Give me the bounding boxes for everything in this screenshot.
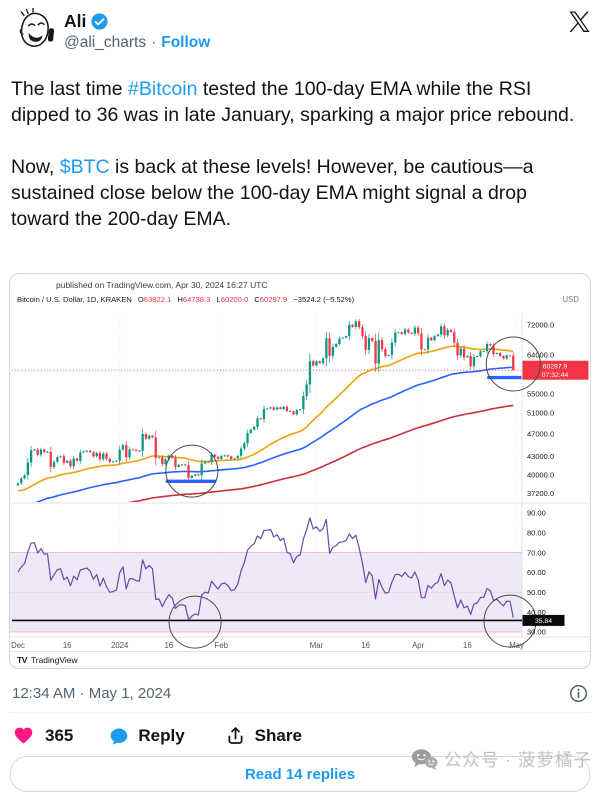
- tweet-text-segment: The last time: [11, 78, 129, 100]
- tradingview-attribution[interactable]: TV TradingView: [10, 651, 590, 668]
- ema-line: [127, 404, 514, 502]
- svg-text:80.00: 80.00: [527, 528, 546, 537]
- svg-text:Mar: Mar: [310, 641, 324, 650]
- tweet-text: The last time #Bitcoin tested the 100-da…: [11, 76, 590, 258]
- svg-text:40000.0: 40000.0: [527, 470, 554, 479]
- tradingview-label: TradingView: [30, 655, 78, 665]
- highlight-circle: [165, 444, 219, 498]
- svg-text:37200.0: 37200.0: [527, 489, 554, 498]
- highlight-circle: [485, 336, 541, 392]
- x-logo-icon[interactable]: [568, 10, 591, 33]
- footer-divider: [10, 712, 590, 713]
- high-label: H: [177, 295, 183, 304]
- handle-separator: ·: [151, 34, 157, 51]
- watermark: 公众号 · 菠萝橘子: [411, 747, 592, 772]
- watermark-text: 公众号 · 菠萝橘子: [443, 750, 592, 770]
- low-label: L: [216, 295, 221, 304]
- svg-text:Dec: Dec: [11, 641, 25, 650]
- svg-text:55000.0: 55000.0: [527, 389, 554, 398]
- avatar[interactable]: [10, 8, 56, 54]
- published-caption: published on TradingView.com, Apr 30, 20…: [56, 280, 268, 290]
- svg-text:43000.0: 43000.0: [527, 452, 554, 461]
- change-value: −3524.2 (−5.52%): [293, 295, 355, 304]
- svg-text:60297.9: 60297.9: [543, 364, 568, 371]
- reply-button[interactable]: Reply: [138, 725, 185, 745]
- svg-text:2024: 2024: [111, 641, 129, 650]
- svg-text:51000.0: 51000.0: [527, 409, 554, 418]
- svg-text:30.00: 30.00: [527, 628, 546, 637]
- share-button[interactable]: Share: [254, 725, 302, 745]
- close-label: C: [254, 295, 260, 304]
- tweet-text-segment: tested the 100-day EMA while the RSI dip…: [11, 78, 575, 126]
- low-value: 60200.0: [220, 295, 249, 304]
- info-icon[interactable]: [569, 684, 588, 703]
- display-name[interactable]: Ali: [64, 11, 87, 31]
- svg-text:35.84: 35.84: [535, 618, 552, 625]
- highlight-circle: [168, 595, 222, 649]
- svg-text:40.00: 40.00: [527, 608, 546, 617]
- verified-badge-icon: [91, 13, 108, 30]
- btc-usd-candlestick-rsi-chart: 72000.0 64000.0 55000.0 51000.0 47000.0 43000…: [10, 313, 590, 650]
- svg-text:60.00: 60.00: [527, 568, 546, 577]
- chart-legend: Bitcoin / U.S. Dollar, 1D, KRAKEN O63822…: [17, 295, 354, 304]
- tweet-text-segment: is back at these levels! However, be cau…: [11, 156, 534, 230]
- ema-line: [35, 366, 514, 502]
- follow-button[interactable]: Follow: [161, 34, 211, 51]
- user-handle[interactable]: @ali_charts: [64, 34, 147, 51]
- candles-layer: [16, 319, 515, 487]
- svg-text:Feb: Feb: [215, 641, 229, 650]
- open-label: O: [137, 295, 144, 304]
- svg-text:16: 16: [361, 641, 370, 650]
- svg-text:72000.0: 72000.0: [527, 321, 554, 330]
- avatar-sketch: [19, 8, 55, 47]
- cashtag-link[interactable]: $BTC: [59, 156, 110, 178]
- svg-text:07:32:44: 07:32:44: [542, 372, 569, 379]
- rsi-line: [17, 517, 514, 621]
- svg-text:64000.0: 64000.0: [527, 351, 554, 360]
- rsi-value-label: [522, 614, 565, 626]
- high-value: 64738.3: [182, 295, 211, 304]
- like-heart-icon[interactable]: [12, 725, 35, 746]
- tweet-text-segment: Now,: [11, 156, 60, 178]
- wechat-icon: [411, 748, 438, 770]
- svg-text:Apr: Apr: [412, 641, 425, 650]
- share-icon[interactable]: [225, 725, 246, 746]
- tradingview-chart-card[interactable]: published on TradingView.com, Apr 30, 20…: [9, 273, 591, 669]
- reply-bubble-icon[interactable]: [109, 726, 129, 746]
- hashtag-link[interactable]: #Bitcoin: [128, 78, 198, 100]
- read-replies-label: Read 14 replies: [244, 765, 356, 783]
- svg-text:16: 16: [165, 641, 174, 650]
- tweet-timestamp[interactable]: 12:34 AM · May 1, 2024: [12, 685, 172, 702]
- svg-text:16: 16: [463, 641, 472, 650]
- symbol-title: Bitcoin / U.S. Dollar, 1D, KRAKEN: [17, 295, 132, 304]
- svg-text:90.00: 90.00: [527, 509, 546, 518]
- ema-line: [17, 345, 514, 492]
- svg-text:70.00: 70.00: [527, 548, 546, 557]
- svg-text:50.00: 50.00: [527, 588, 546, 597]
- svg-text:16: 16: [63, 641, 72, 650]
- svg-text:47000.0: 47000.0: [527, 429, 554, 438]
- close-value: 60297.9: [259, 295, 288, 304]
- last-price-label: [522, 360, 589, 380]
- action-bar: 365 Reply Share: [12, 725, 302, 746]
- open-value: 63822.1: [143, 295, 172, 304]
- tradingview-logo-icon: TV: [17, 655, 27, 665]
- currency-label: USD: [562, 295, 579, 304]
- like-count[interactable]: 365: [45, 725, 74, 745]
- svg-text:May: May: [509, 641, 524, 650]
